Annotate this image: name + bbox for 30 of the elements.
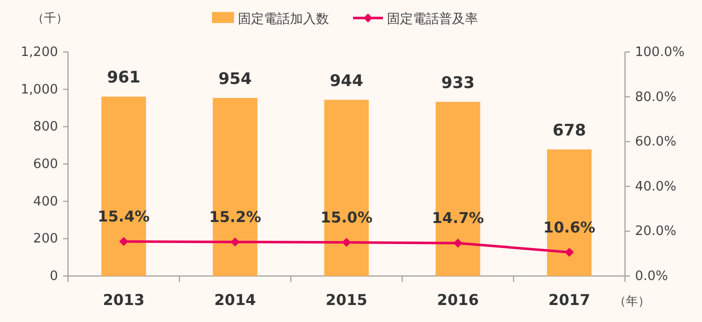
data-label: 678 [552,120,586,140]
data-label: 961 [106,68,140,87]
y-tick-label: 1,000 [20,82,58,98]
y-tick-label: 600 [33,157,58,172]
y2-tick-label: 0.0% [635,269,668,284]
data-label: 944 [330,70,364,90]
y-tick-label: 1,200 [20,45,58,60]
legend-label: 固定電話加入数 [238,12,329,27]
y-tick-label: 0 [50,269,58,284]
legend-label: 固定電話普及率 [387,11,478,27]
x-axis-title: （年） [614,294,650,308]
y-tick-label: 400 [33,194,58,210]
point [564,248,574,257]
x-tick-label: 2014 [214,291,256,309]
x-tick-label: 2013 [102,291,145,309]
data-label: 933 [441,72,475,92]
point [119,237,128,246]
point [342,238,351,247]
x-tick-label: 2015 [326,291,368,309]
x-tick-label: 2016 [437,291,479,309]
y2-tick-label: 60.0% [635,134,676,150]
data-label: 954 [218,68,252,88]
x-tick-label: 2017 [548,291,590,309]
y-axis-title: （千） [32,11,68,25]
y2-tick-label: 80.0% [635,90,676,105]
y2-tick-label: 100.0% [635,45,685,60]
y-tick-label: 800 [33,120,58,135]
y2-tick-label: 20.0% [635,224,676,240]
y2-tick-label: 40.0% [635,179,676,194]
y-tick-label: 200 [33,232,58,247]
